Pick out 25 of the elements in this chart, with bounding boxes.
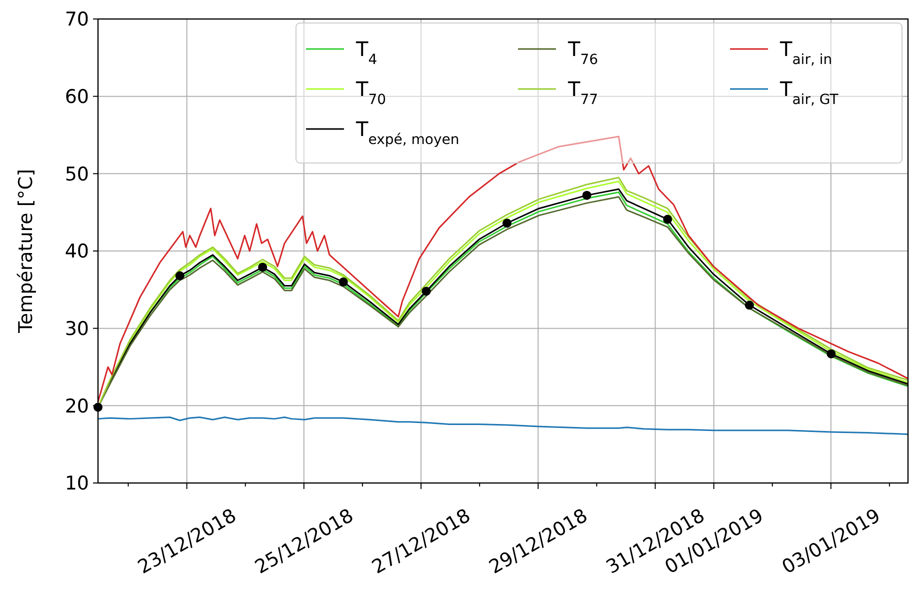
point [422, 286, 431, 296]
y-tick-label: 30 [64, 318, 89, 340]
line-series [97, 416, 909, 436]
point [175, 271, 184, 280]
legend-label: T$_{air, GT}$ [779, 77, 839, 108]
point [663, 214, 672, 224]
point [258, 262, 268, 272]
legend-label: T$_{expé, moyen}$ [355, 117, 460, 148]
legend-label: T$_{76}$ [567, 37, 598, 68]
y-tick-label: 60 [64, 86, 89, 108]
point [826, 349, 836, 358]
legend-label: T$_{77}$ [567, 77, 598, 108]
y-tick-label: 10 [64, 472, 89, 495]
point [502, 218, 512, 228]
point [338, 277, 348, 286]
legend-label: T$_{70}$ [355, 77, 386, 108]
y-axis-title: Température [°C] [15, 169, 37, 334]
y-tick-label: 70 [64, 8, 89, 31]
y-tick-label: 50 [64, 163, 89, 186]
y-tick-label: 40 [64, 240, 89, 263]
point [582, 190, 592, 200]
point [744, 300, 754, 310]
legend-label: T$_{air, in}$ [779, 37, 832, 68]
y-tick-label: 20 [64, 395, 89, 418]
legend-label: T$_{4}$ [355, 37, 378, 68]
